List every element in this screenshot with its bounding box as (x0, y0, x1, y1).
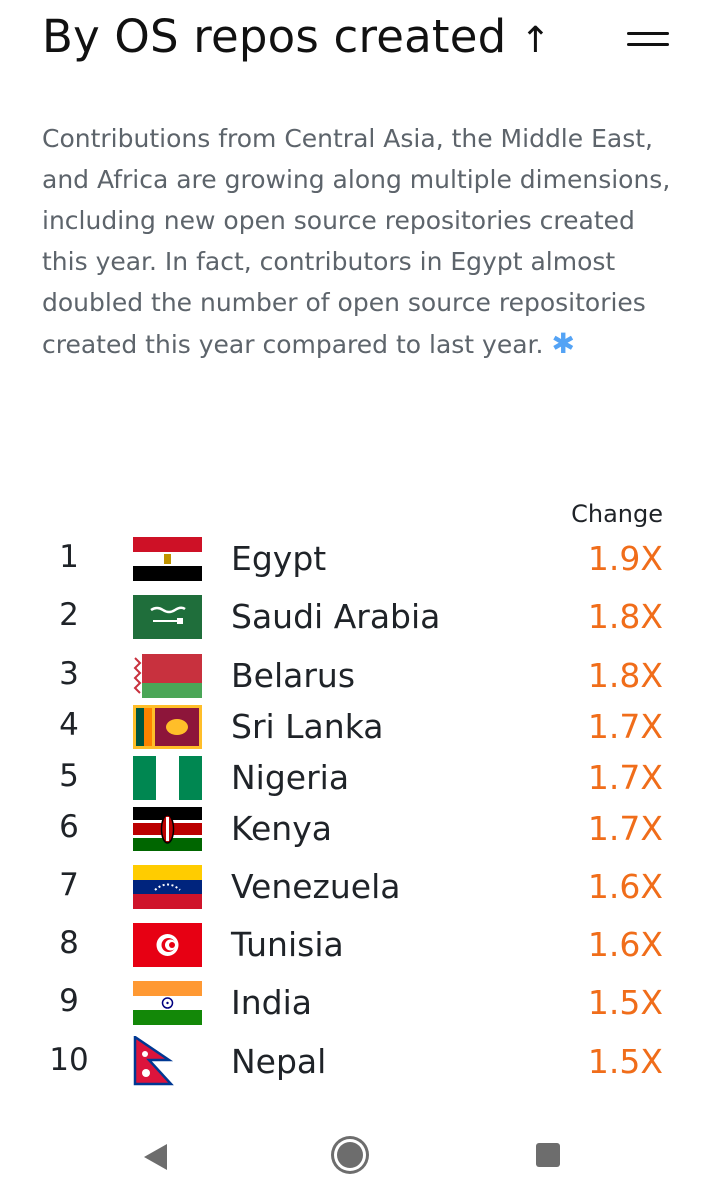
tunisia-flag-icon (133, 923, 202, 967)
egypt-flag-icon (133, 537, 202, 581)
country-name: India (231, 983, 312, 1022)
saudi-arabia-flag-icon (133, 595, 202, 639)
change-value: 1.5X (587, 983, 663, 1022)
india-flag-icon (133, 981, 202, 1025)
menu-icon[interactable] (627, 28, 669, 50)
list-item: 2 Saudi Arabia 1.8X (0, 591, 705, 641)
system-navigation-bar (0, 1120, 705, 1200)
change-value: 1.7X (587, 707, 663, 746)
venezuela-flag-icon (133, 865, 202, 909)
change-value: 1.8X (587, 597, 663, 636)
change-value: 1.9X (587, 539, 663, 578)
list-item: 5 Nigeria 1.7X (0, 752, 705, 802)
rank-number: 10 (49, 1042, 89, 1078)
country-name: Tunisia (231, 925, 344, 964)
country-name: Kenya (231, 809, 332, 848)
back-icon[interactable] (144, 1144, 167, 1170)
change-value: 1.7X (587, 758, 663, 797)
rank-number: 9 (59, 983, 79, 1019)
belarus-flag-icon (133, 654, 202, 698)
nigeria-flag-icon (133, 756, 202, 800)
country-name: Nepal (231, 1042, 327, 1081)
footnote-asterisk-icon[interactable]: ✱ (551, 327, 575, 360)
country-name: Sri Lanka (231, 707, 384, 746)
country-name: Egypt (231, 539, 327, 578)
list-item: 6 Kenya 1.7X (0, 803, 705, 853)
rank-number: 4 (59, 707, 79, 743)
rank-number: 6 (59, 809, 79, 845)
rank-number: 1 (59, 539, 79, 575)
header: By OS repos created ↑ (42, 6, 669, 68)
page-title[interactable]: By OS repos created ↑ (42, 12, 551, 62)
rank-number: 5 (59, 758, 79, 794)
country-name: Saudi Arabia (231, 597, 441, 636)
change-value: 1.6X (587, 925, 663, 964)
country-name: Venezuela (231, 867, 401, 906)
rank-number: 8 (59, 925, 79, 961)
change-value: 1.7X (587, 809, 663, 848)
home-icon[interactable] (337, 1142, 363, 1168)
change-column-header: Change (571, 500, 663, 528)
list-item: 1 Egypt 1.9X (0, 533, 705, 583)
intro-text: Contributions from Central Asia, the Mid… (42, 124, 671, 359)
rank-number: 7 (59, 867, 79, 903)
recent-apps-icon[interactable] (536, 1143, 560, 1167)
kenya-flag-icon (133, 807, 202, 851)
page-title-text: By OS repos created (42, 10, 507, 63)
list-item: 7 Venezuela 1.6X (0, 861, 705, 911)
list-item: 4 Sri Lanka 1.7X (0, 701, 705, 751)
list-item: 3 Belarus 1.8X (0, 650, 705, 700)
country-name: Nigeria (231, 758, 350, 797)
list-item: 10 Nepal 1.5X (0, 1036, 705, 1086)
sri-lanka-flag-icon (133, 705, 202, 749)
list-item: 9 India 1.5X (0, 977, 705, 1027)
sort-arrow-icon[interactable]: ↑ (520, 20, 551, 61)
country-name: Belarus (231, 656, 356, 695)
change-value: 1.6X (587, 867, 663, 906)
nepal-flag-icon (133, 1036, 202, 1086)
rank-number: 3 (59, 656, 79, 692)
intro-paragraph: Contributions from Central Asia, the Mid… (42, 118, 672, 365)
change-value: 1.8X (587, 656, 663, 695)
rank-number: 2 (59, 597, 79, 633)
change-value: 1.5X (587, 1042, 663, 1081)
list-item: 8 Tunisia 1.6X (0, 919, 705, 969)
